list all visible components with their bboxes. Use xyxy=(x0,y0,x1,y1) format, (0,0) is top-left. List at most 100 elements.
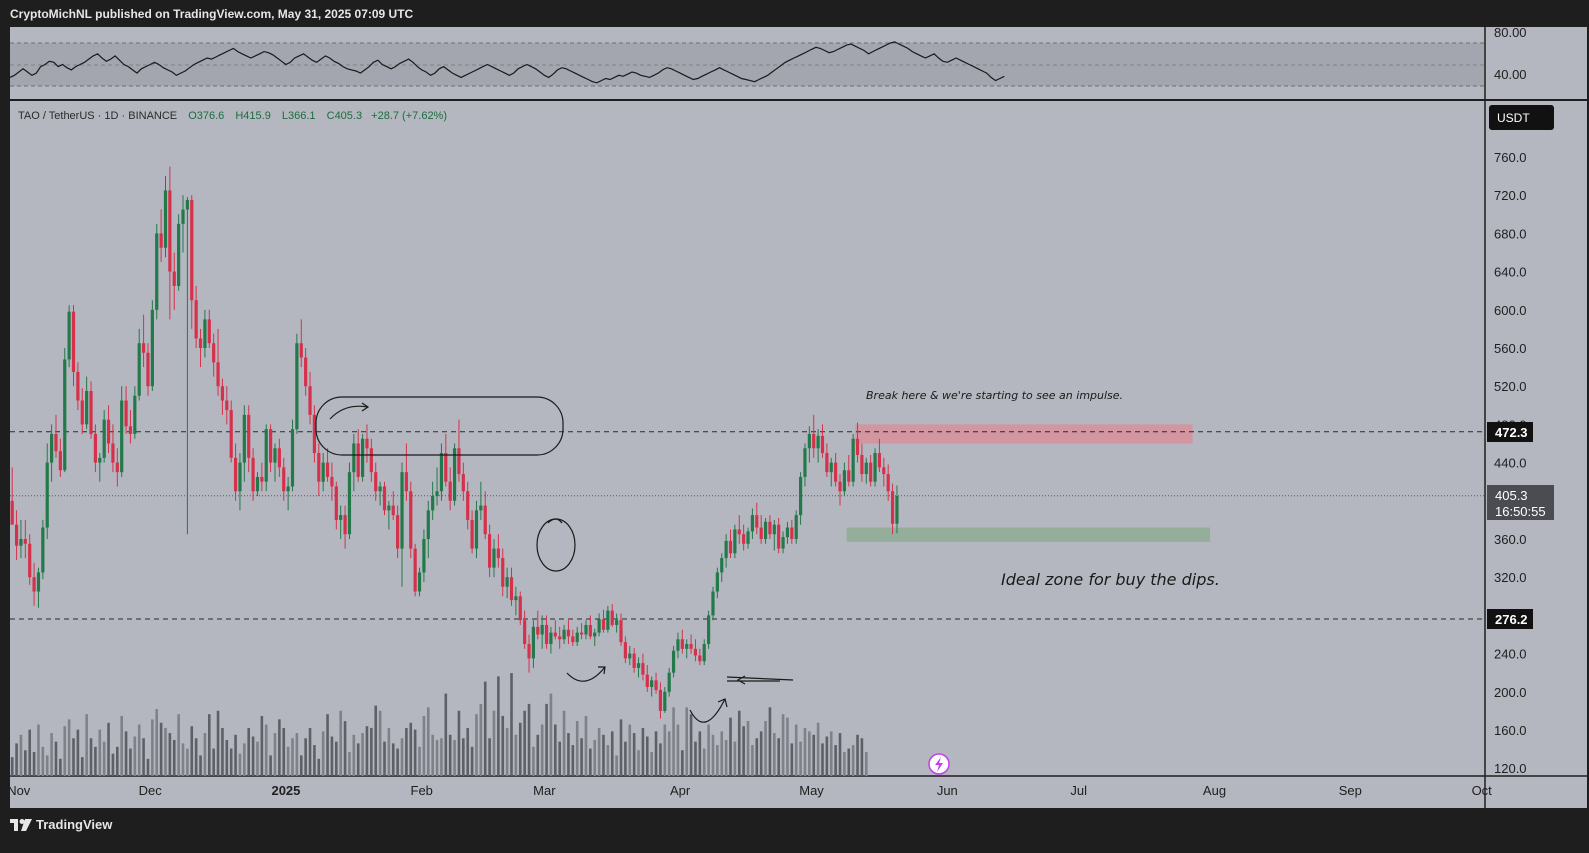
candle-body xyxy=(80,400,84,425)
candle xyxy=(325,448,330,482)
candle xyxy=(636,657,641,678)
candle xyxy=(238,453,242,511)
volume-bar xyxy=(580,738,583,776)
candle xyxy=(207,309,211,348)
candle xyxy=(387,500,391,530)
volume-bar xyxy=(628,724,632,776)
candle-body xyxy=(203,319,207,348)
candle-body xyxy=(177,223,181,286)
candle xyxy=(190,195,194,329)
candle xyxy=(435,467,439,506)
candle-body xyxy=(755,515,759,528)
volume-bar xyxy=(243,743,246,776)
candle-body xyxy=(93,433,98,463)
candle xyxy=(720,553,724,582)
currency-badge-label[interactable]: USDT xyxy=(1497,111,1530,125)
candle xyxy=(860,443,864,482)
candle xyxy=(869,454,873,487)
price-tick: 320.0 xyxy=(1494,570,1527,585)
candle-body xyxy=(198,338,203,348)
currency-badge-box[interactable] xyxy=(1489,105,1554,130)
april-flat-arrows xyxy=(726,675,794,685)
candle-body xyxy=(523,620,527,645)
candle xyxy=(198,328,203,368)
candle-body xyxy=(882,467,886,475)
candle xyxy=(886,464,890,501)
candle xyxy=(584,620,588,640)
candle xyxy=(36,567,41,608)
candle-body xyxy=(895,496,899,524)
zones-layer xyxy=(846,424,1211,542)
volume-bar xyxy=(370,727,373,776)
volume-bar xyxy=(159,722,163,776)
volume-bar xyxy=(659,743,662,776)
candle-body xyxy=(238,462,242,492)
candle xyxy=(163,176,168,258)
volume-bar xyxy=(146,758,150,776)
candle xyxy=(531,620,536,668)
candle-body xyxy=(168,190,172,272)
candle-body xyxy=(715,572,719,592)
candle-body xyxy=(439,453,444,492)
candle-body xyxy=(36,572,41,592)
candle-body xyxy=(124,400,128,427)
candle xyxy=(98,453,102,482)
volume-bar xyxy=(694,741,697,776)
currency-badge[interactable]: USDT xyxy=(1489,105,1554,130)
candle-body xyxy=(518,596,522,621)
candle xyxy=(286,476,290,511)
candle xyxy=(304,348,308,396)
event-marker[interactable] xyxy=(928,753,950,775)
price-tick: 160.0 xyxy=(1494,723,1527,738)
volume-bar xyxy=(400,738,404,776)
volume-bar xyxy=(387,727,391,776)
volume-bar xyxy=(843,751,846,776)
candle xyxy=(733,524,737,559)
candle-body xyxy=(825,453,829,473)
candle-body xyxy=(676,639,680,651)
candle xyxy=(19,519,23,559)
range-box-arrow xyxy=(329,402,370,420)
candle xyxy=(759,515,763,544)
candle-body xyxy=(14,524,19,546)
candle xyxy=(216,328,220,396)
price-tick: 360.0 xyxy=(1494,532,1527,547)
candle-body xyxy=(571,636,575,643)
candle xyxy=(755,502,759,535)
volume-bar xyxy=(799,741,802,776)
volume-bar xyxy=(838,733,842,776)
candle xyxy=(864,457,868,484)
candle-body xyxy=(807,433,811,449)
tradingview-brand[interactable]: TradingView xyxy=(10,817,112,832)
candle xyxy=(663,687,667,713)
volume-bar xyxy=(637,750,640,776)
volume-bar xyxy=(431,734,434,776)
volume-bar xyxy=(654,731,658,776)
candle-body xyxy=(391,505,395,516)
candle xyxy=(461,462,465,501)
volume-bar xyxy=(794,724,798,776)
legend-close: C405.3 xyxy=(327,110,362,122)
candle-body xyxy=(111,443,115,463)
candle xyxy=(671,645,676,678)
candle xyxy=(85,376,89,430)
candle-body xyxy=(886,474,890,492)
candle-body xyxy=(619,620,623,643)
candle xyxy=(181,195,185,253)
candle-body xyxy=(120,400,124,473)
candle xyxy=(374,462,378,501)
volume-bar xyxy=(759,731,763,776)
candle-body xyxy=(133,395,137,434)
volume-bar xyxy=(426,707,430,776)
volume-bar xyxy=(37,724,40,776)
candle xyxy=(505,567,509,599)
candle xyxy=(365,424,369,463)
chart-canvas: 80.00 40.00 TAO / TetherUS · 1D · BINANC… xyxy=(7,27,1587,808)
candle-body xyxy=(19,539,23,546)
volume-bar xyxy=(755,738,759,776)
price-tick: 240.0 xyxy=(1494,647,1527,662)
candle xyxy=(124,386,128,434)
candle xyxy=(610,603,614,627)
candle-body xyxy=(128,426,133,434)
candle-body xyxy=(330,476,334,487)
